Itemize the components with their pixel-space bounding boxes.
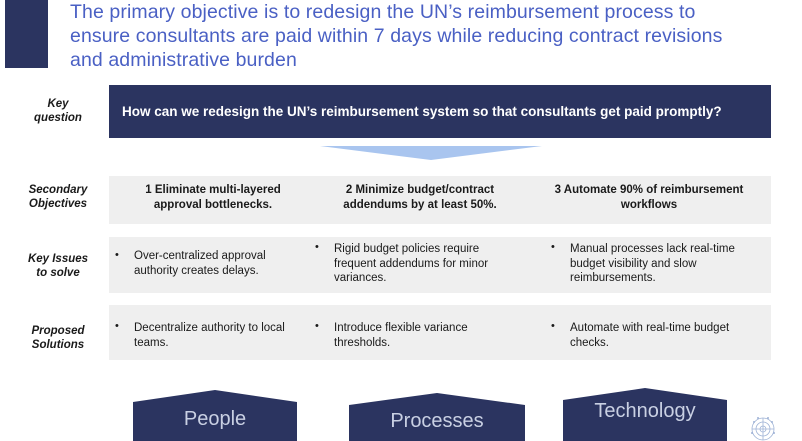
headline-line-2: ensure consultants are paid within 7 day… (70, 25, 723, 47)
bullet-icon: • (315, 241, 319, 253)
issue-3: Manual processes lack real-time budget v… (570, 243, 735, 284)
row-label-key-issues: Key Issues to solve (27, 253, 89, 279)
solution-1: Decentralize authority to local teams. (134, 322, 285, 349)
slide-headline: The primary objective is to redesign the… (70, 0, 798, 72)
objective-3: 3 Automate 90% of reimbursement workflow… (554, 184, 744, 211)
pillar-people: People (133, 390, 297, 441)
objective-1: 1 Eliminate multi-layered approval bottl… (145, 184, 281, 211)
key-question-text: How can we redesign the UN’s reimburseme… (122, 104, 722, 119)
objective-2: 2 Minimize budget/contract addendums by … (343, 184, 497, 211)
bullet-icon: • (315, 320, 319, 332)
bullet-icon: • (115, 249, 119, 261)
bullet-icon: • (551, 241, 555, 253)
accent-bar (5, 0, 48, 68)
down-chevron-arrow (320, 146, 542, 160)
objectives-band (109, 176, 771, 224)
headline-line-1: The primary objective is to redesign the… (70, 1, 696, 23)
un-emblem-icon (751, 417, 775, 441)
row-label-secondary-objectives: Secondary Objectives (28, 184, 88, 210)
key-question-box: How can we redesign the UN’s reimburseme… (109, 85, 771, 138)
headline-line-3: and administrative burden (70, 49, 297, 71)
solution-2: Introduce flexible variance thresholds. (334, 322, 468, 349)
bullet-icon: • (551, 320, 555, 332)
pillar-technology: Technology (563, 388, 727, 441)
issue-1: Over-centralized approval authority crea… (134, 250, 266, 277)
solution-3: Automate with real-time budget checks. (570, 322, 730, 349)
issue-2: Rigid budget policies require frequent a… (334, 243, 489, 284)
row-label-key-question: Key question (34, 98, 82, 124)
issues-band (109, 237, 771, 293)
bullet-icon: • (115, 320, 119, 332)
row-label-proposed-solutions: Proposed Solutions (31, 325, 85, 351)
solutions-band (109, 305, 771, 360)
pillar-processes: Processes (349, 393, 525, 441)
